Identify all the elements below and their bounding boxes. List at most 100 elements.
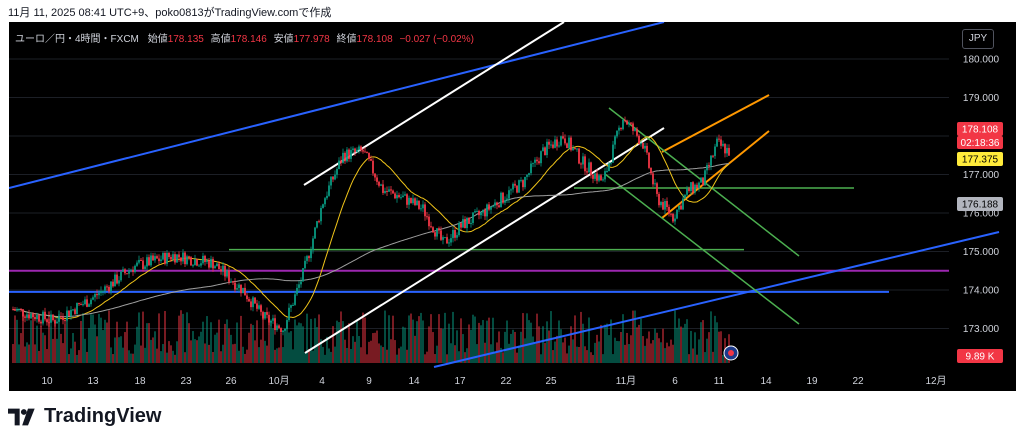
volume-bar	[580, 311, 582, 363]
candle-body	[600, 175, 602, 181]
volume-bar	[266, 345, 268, 363]
candle-body	[240, 284, 242, 294]
volume-bar	[210, 322, 212, 363]
candle-body	[442, 237, 444, 240]
volume-bar	[546, 321, 548, 363]
volume-bar	[432, 332, 434, 363]
volume-bar	[548, 330, 550, 363]
volume-bar	[466, 348, 468, 363]
volume-bar	[346, 347, 348, 363]
volume-bar	[328, 348, 330, 363]
volume-bar	[70, 348, 72, 363]
volume-bar	[616, 341, 618, 363]
candle-body	[30, 313, 32, 319]
volume-bar	[520, 331, 522, 363]
candle-body	[312, 238, 314, 251]
candle-body	[532, 162, 534, 164]
volume-bar	[156, 348, 158, 363]
candle-body	[588, 162, 590, 173]
volume-bar	[602, 354, 604, 363]
chart-canvas[interactable]: 180.000179.000178.000177.000176.000175.0…	[9, 22, 1016, 391]
low-label: 安値	[273, 34, 294, 45]
volume-bar	[80, 320, 82, 363]
volume-bar	[474, 316, 476, 363]
volume-bar	[340, 311, 342, 363]
candle-body	[404, 194, 406, 196]
volume-bar	[534, 343, 536, 363]
time-axis-label: 10	[41, 376, 53, 387]
candle-body	[88, 304, 90, 307]
candle-body	[124, 269, 126, 274]
volume-bar	[448, 323, 450, 363]
volume-bar	[592, 354, 594, 363]
candle-body	[160, 259, 162, 262]
volume-bar	[566, 353, 568, 363]
candle-body	[366, 152, 368, 154]
volume-bar	[620, 332, 622, 363]
volume-bar	[434, 354, 436, 363]
candle-body	[726, 147, 728, 154]
volume-bar	[606, 323, 608, 363]
candle-body	[542, 147, 544, 152]
volume-bar	[16, 319, 18, 363]
candle-body	[426, 216, 428, 218]
candle-body	[136, 262, 138, 266]
volume-bar	[378, 343, 380, 363]
candle-body	[438, 228, 440, 231]
candle-body	[454, 230, 456, 238]
volume-bar	[674, 310, 676, 363]
volume-bar	[604, 324, 606, 363]
volume-bar	[344, 339, 346, 363]
volume-bar	[704, 352, 706, 363]
volume-bar	[180, 310, 182, 363]
candle-body	[460, 223, 462, 228]
candle-body	[440, 230, 442, 240]
volume-bar	[470, 329, 472, 363]
chart-area[interactable]: 180.000179.000178.000177.000176.000175.0…	[9, 22, 1016, 391]
candle-body	[182, 252, 184, 262]
candle-body	[276, 325, 278, 331]
currency-button[interactable]: JPY	[962, 29, 994, 49]
volume-bar	[100, 317, 102, 363]
volume-bar	[508, 343, 510, 363]
volume-bar	[424, 354, 426, 363]
candle-body	[204, 255, 206, 262]
candle-body	[192, 265, 194, 267]
last-price-tag: 178.108	[962, 125, 999, 136]
candle-body	[82, 304, 84, 306]
candle-body	[700, 177, 702, 183]
orange-channel-line	[661, 94, 770, 153]
candle-body	[682, 198, 684, 210]
time-axis-label: 26	[225, 376, 237, 387]
candle-body	[332, 176, 334, 180]
volume-bar	[188, 323, 190, 363]
orange-channel-line	[661, 130, 770, 219]
candle-body	[172, 254, 174, 260]
volume-bar	[336, 320, 338, 363]
candle-body	[680, 205, 682, 210]
volume-bar	[12, 344, 14, 363]
volume-bar	[362, 312, 364, 363]
candle-body	[144, 266, 146, 269]
candle-body	[64, 320, 66, 322]
candle-body	[194, 259, 196, 266]
candle-body	[604, 171, 606, 180]
candle-body	[562, 136, 564, 139]
candle-body	[408, 197, 410, 205]
volume-bar	[186, 312, 188, 363]
volume-bar	[528, 320, 530, 363]
candle-body	[504, 200, 506, 203]
candle-body	[528, 173, 530, 176]
volume-bar	[304, 352, 306, 363]
volume-bar	[192, 331, 194, 363]
volume-bar	[618, 341, 620, 363]
volume-bar	[216, 332, 218, 363]
candle-body	[390, 189, 392, 191]
volume-bar	[364, 317, 366, 363]
candle-body	[444, 237, 446, 239]
volume-bar	[208, 344, 210, 363]
candle-body	[476, 210, 478, 212]
volume-bar	[310, 318, 312, 363]
candle-body	[44, 311, 46, 320]
price-axis: 180.000179.000178.000177.000176.000175.0…	[963, 55, 1000, 336]
